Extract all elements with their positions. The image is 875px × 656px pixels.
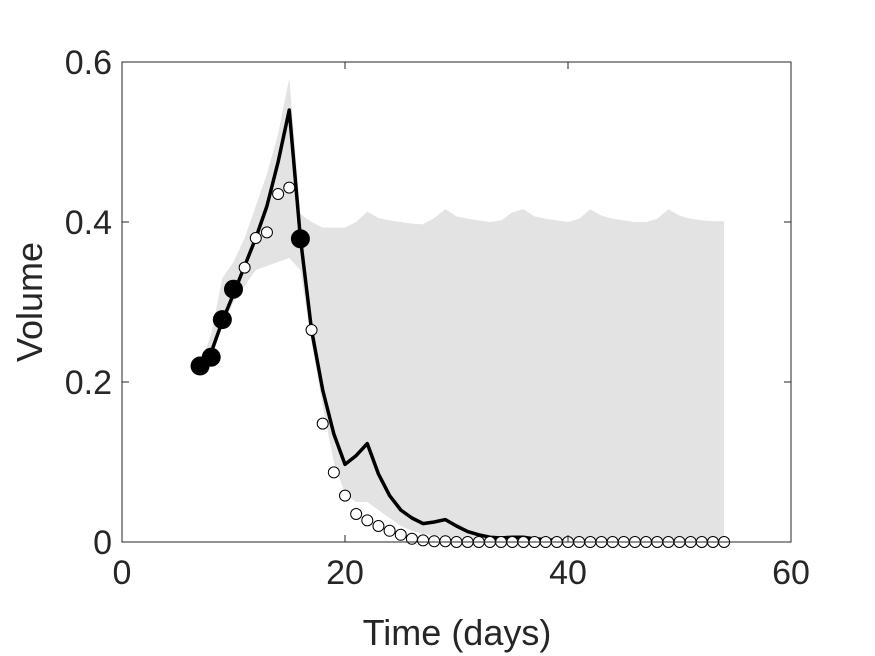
y-tick-label: 0.4: [65, 204, 112, 242]
open-data-point: [417, 534, 430, 547]
x-tick-label: 60: [772, 554, 810, 592]
open-data-point: [394, 528, 407, 541]
open-data-point: [260, 226, 273, 239]
open-data-point: [350, 508, 363, 520]
filled-marker-layer: [190, 229, 310, 376]
open-data-point: [249, 232, 262, 244]
x-tick-label: 0: [113, 554, 132, 592]
open-data-point: [339, 489, 351, 502]
x-axis-label: Time (days): [363, 612, 552, 653]
open-data-point: [316, 417, 329, 430]
filled-data-point: [201, 347, 221, 367]
y-tick-label: 0.2: [65, 364, 112, 402]
filled-data-point: [290, 229, 310, 249]
y-tick-label: 0: [93, 524, 112, 562]
plot-frame: [121, 61, 792, 543]
confidence-band-layer: [200, 78, 725, 542]
open-data-point: [305, 324, 318, 336]
open-data-point: [439, 535, 452, 548]
filled-data-point: [212, 310, 232, 330]
filled-data-point: [224, 279, 243, 299]
y-tick-label: 0.6: [65, 44, 112, 82]
open-data-point: [327, 466, 340, 479]
tick-layer: 0 20 40 60 0 0.2 0.4 0.6: [65, 44, 810, 592]
open-data-point: [361, 514, 374, 527]
open-data-point: [283, 181, 296, 194]
open-data-point: [372, 520, 385, 532]
x-tick-label: 40: [549, 554, 587, 592]
y-axis-label: Volume: [9, 242, 50, 362]
axes-layer: [121, 61, 792, 543]
open-data-point: [238, 261, 251, 274]
open-data-point: [383, 524, 396, 537]
open-data-point: [272, 188, 285, 200]
open-data-point: [405, 532, 418, 545]
confidence-band: [200, 78, 725, 542]
x-tick-label: 20: [326, 554, 364, 592]
open-data-point: [428, 535, 441, 548]
